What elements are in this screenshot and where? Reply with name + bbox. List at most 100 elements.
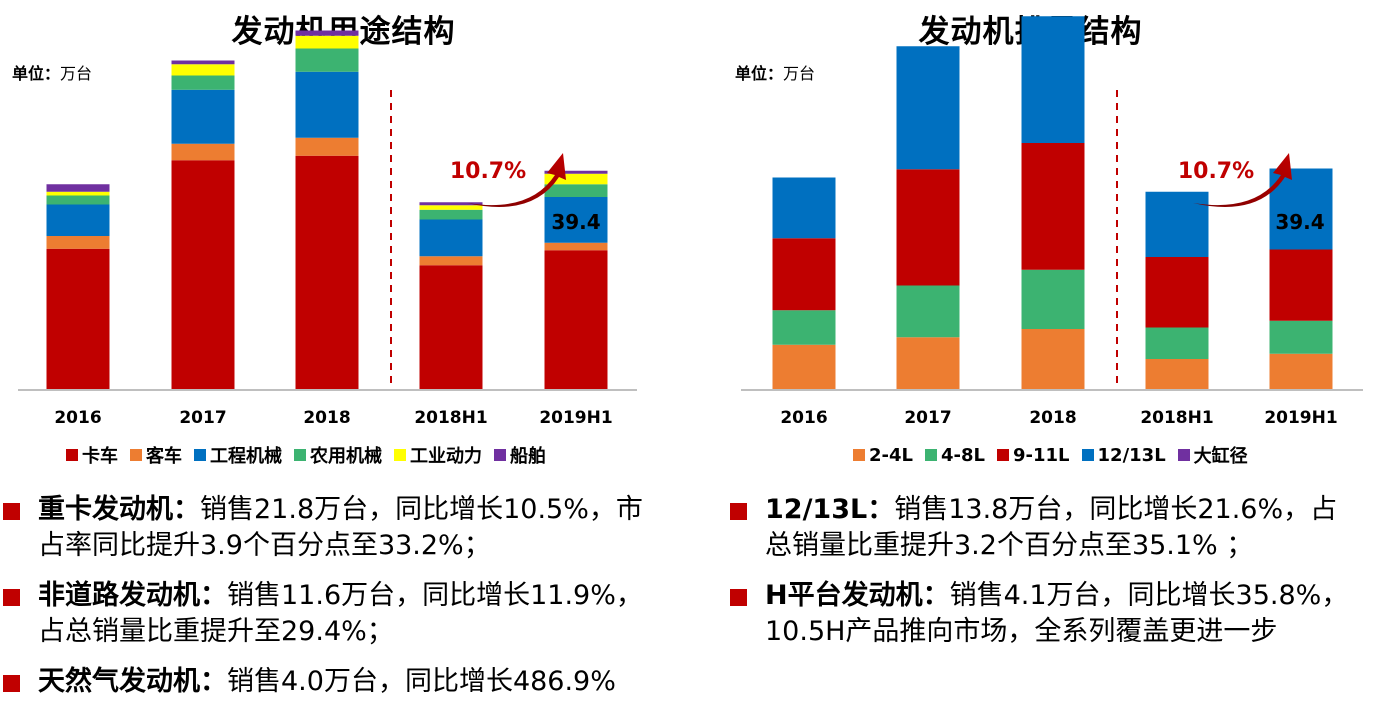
legend-label: 工程机械: [210, 446, 282, 467]
growth-arrow-icon: [1193, 153, 1292, 208]
bullet-item: 12/13L：销售13.8万台，同比增长21.6%，占总销量比重提升3.2个百分…: [727, 492, 1357, 564]
growth-arrow-icon: [467, 153, 566, 208]
legend-swatch: [1081, 449, 1094, 461]
legend-swatch: [853, 449, 865, 461]
unit-label: 单位：: [12, 64, 61, 83]
legend-swatch: [494, 449, 506, 461]
unit-note: 单位：万台: [12, 64, 92, 84]
bar-segment: [1021, 269, 1085, 329]
bullet-item: H平台发动机：销售4.1万台，同比增长35.8%，10.5H产品推向市场，全系列…: [727, 578, 1357, 650]
x-tick-label: 2017: [179, 408, 226, 428]
bar-segment: [1145, 257, 1209, 328]
bar-segment: [544, 250, 608, 389]
x-tick-label: 2018H1: [414, 408, 487, 428]
bar-segment: [419, 219, 483, 257]
legend-item: 工业动力: [394, 442, 482, 468]
bar-segment: [772, 310, 836, 345]
bullet-text: 销售4.1万台，同比增长35.8%，10.5H产品推向市场，全系列覆盖更进一步: [765, 580, 1349, 647]
legend-label: 大缸径: [1193, 446, 1248, 467]
bar-segment: [171, 160, 235, 389]
unit-value: 万台: [783, 64, 816, 83]
x-tick-label: 2016: [54, 408, 101, 428]
bar-segment: [46, 195, 110, 205]
bar-segment: [295, 155, 359, 389]
bullet-heading: 12/13L：: [765, 494, 895, 525]
legend-label: 2-4L: [869, 444, 913, 466]
bullet-square-icon: [3, 675, 20, 692]
bar-segment: [544, 173, 608, 185]
legend-label: 卡车: [82, 446, 118, 467]
legend-label: 船舶: [510, 446, 546, 467]
legend-label: 4-8L: [941, 444, 985, 466]
legend-item: 4-8L: [925, 445, 985, 466]
unit-note: 单位：万台: [735, 64, 815, 84]
bar-segment: [46, 204, 110, 236]
bullet-item: 天然气发动机：销售4.0万台，同比增长486.9%: [0, 664, 660, 700]
bar-segment: [419, 265, 483, 389]
bullet-square-icon: [730, 503, 747, 520]
legend-swatch: [66, 449, 78, 461]
legend-label: 农用机械: [310, 446, 382, 467]
x-tick-label: 2019H1: [539, 408, 612, 428]
legend-item: 大缸径: [1177, 442, 1248, 468]
legend-swatch: [925, 449, 937, 461]
bullet-list: 12/13L：销售13.8万台，同比增长21.6%，占总销量比重提升3.2个百分…: [727, 492, 1357, 664]
bar-segment: [544, 197, 608, 243]
bar-segment: [46, 236, 110, 249]
legend-item: 客车: [130, 442, 182, 468]
legend-swatch: [194, 449, 206, 461]
x-tick-label: 2019H1: [1264, 408, 1337, 428]
bar-segment: [1021, 16, 1085, 143]
chart-legend: 2-4L 4-8L 9-11L 12/13L 大缸径: [853, 443, 1260, 467]
bullet-text: 销售4.0万台，同比增长486.9%: [227, 666, 616, 697]
bullet-heading: H平台发动机：: [765, 580, 950, 611]
growth-label: 10.7%: [1178, 159, 1254, 184]
bar-segment: [46, 248, 110, 389]
bar-segment: [171, 64, 235, 76]
bar-segment: [772, 344, 836, 389]
bullet-text: 销售21.8万台，同比增长10.5%，市占率同比提升3.9个百分点至33.2%；: [38, 494, 643, 561]
legend-swatch: [394, 449, 406, 461]
bar-segment: [1269, 249, 1333, 321]
bar-segment: [295, 35, 359, 49]
bar-segment: [1269, 320, 1333, 354]
bar-segment: [772, 177, 836, 239]
total-value-label: 39.4: [1275, 210, 1324, 234]
legend-item: 船舶: [494, 442, 546, 468]
growth-label: 10.7%: [450, 159, 526, 184]
unit-label: 单位：: [735, 64, 784, 83]
bar-segment: [171, 60, 235, 65]
legend-item: 农用机械: [294, 442, 382, 468]
x-tick-label: 2016: [780, 408, 827, 428]
bar-segment: [1269, 353, 1333, 389]
bar-segment: [419, 256, 483, 266]
legend-swatch: [294, 449, 306, 461]
bar-segment: [1021, 329, 1085, 389]
legend-swatch: [130, 449, 142, 461]
legend-item: 工程机械: [194, 442, 282, 468]
legend-item: 2-4L: [853, 445, 913, 466]
bar-segment: [896, 46, 960, 170]
bar-segment: [896, 285, 960, 338]
bullet-item: 非道路发动机：销售11.6万台，同比增长11.9%，占总销量比重提升至29.4%…: [0, 578, 660, 650]
x-tick-label: 2017: [904, 408, 951, 428]
chart-legend: 卡车 客车 工程机械 农用机械 工业动力 船舶: [66, 443, 558, 467]
bar-segment: [419, 205, 483, 210]
bar-segment: [171, 75, 235, 90]
legend-item: 卡车: [66, 442, 118, 468]
x-tick-label: 2018: [303, 408, 350, 428]
legend-item: 12/13L: [1081, 444, 1166, 466]
engine-usage-panel: 发动机用途结构 单位：万台 10.7% 39.4 201620172018201…: [0, 0, 687, 703]
legend-item: 9-11L: [997, 445, 1070, 466]
bar-segment: [1145, 359, 1209, 389]
legend-label: 12/13L: [1097, 444, 1166, 466]
bullet-square-icon: [3, 503, 20, 520]
legend-label: 9-11L: [1013, 444, 1070, 466]
bullet-text: 销售13.8万台，同比增长21.6%，占总销量比重提升3.2个百分点至35.1%…: [765, 494, 1338, 561]
bar-segment: [896, 337, 960, 389]
bullet-heading: 非道路发动机：: [38, 580, 227, 611]
engine-displacement-panel: 发动机排量结构 单位：万台 10.7% 39.4 201620172018201…: [687, 0, 1374, 703]
legend-swatch: [997, 449, 1009, 461]
bullet-heading: 天然气发动机：: [38, 666, 227, 697]
bar-segment: [295, 48, 359, 72]
